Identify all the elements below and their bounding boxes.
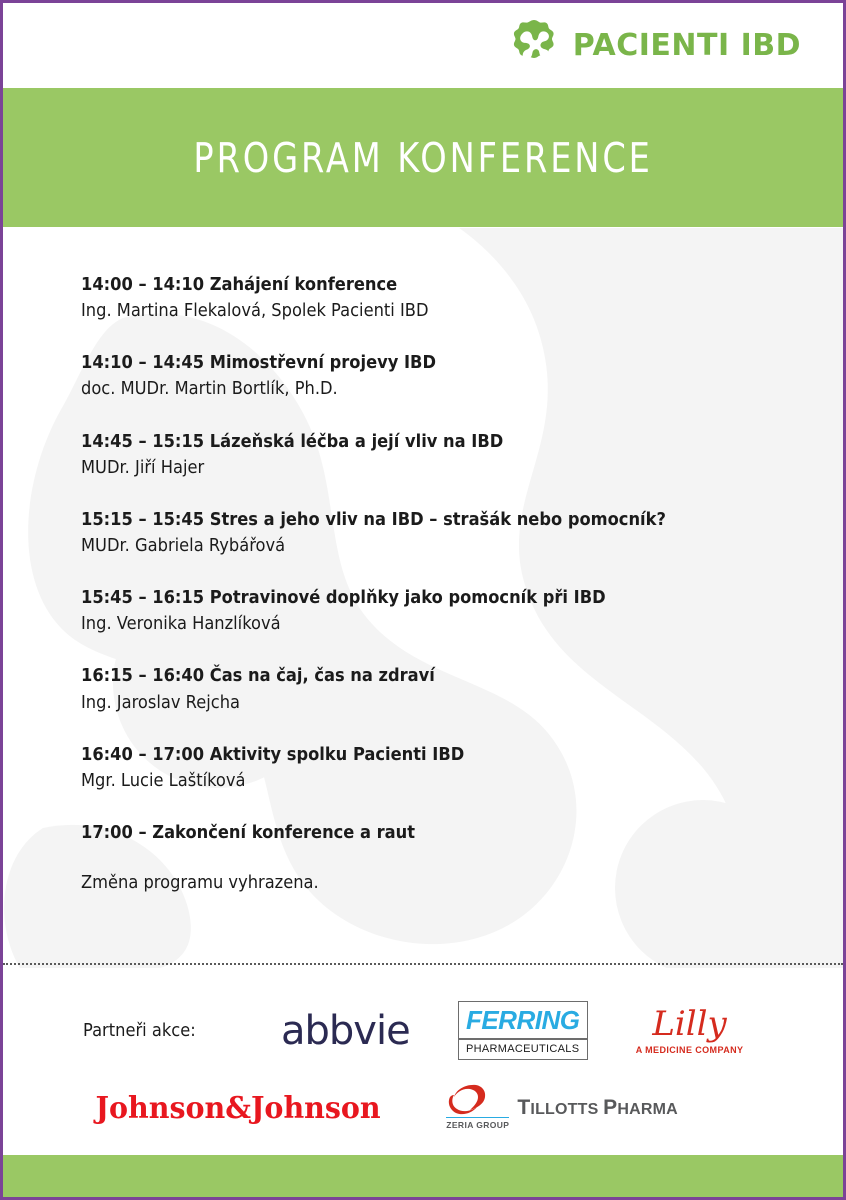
program-item-speaker: doc. MUDr. Martin Bortlík, Ph.D.: [81, 379, 338, 400]
program-item-title: 15:15 – 15:45 Stres a jeho vliv na IBD –…: [81, 509, 666, 530]
partner-logo-ferring[interactable]: FERRING PHARMACEUTICALS: [457, 1001, 588, 1060]
ferring-subtitle: PHARMACEUTICALS: [466, 1042, 580, 1055]
program-item-speaker: Ing. Martina Flekalová, Spolek Pacienti …: [81, 301, 429, 322]
ibd-bowel-logo-icon: [509, 19, 559, 72]
zeria-swirl-icon: [449, 1084, 486, 1115]
program-item-title: 15:45 – 16:15 Potravinové doplňky jako p…: [81, 588, 606, 609]
zeria-group-label: ZERIA GROUP: [446, 1117, 510, 1130]
tillotts-wordmark: TILLOTTS PHARMA: [517, 1096, 678, 1120]
partners-label: Partneři akce:: [83, 1020, 196, 1041]
program-item-speaker: Mgr. Lucie Laštíková: [81, 770, 246, 791]
program-item-speaker: MUDr. Gabriela Rybářová: [81, 535, 286, 556]
program-item-title: 14:10 – 14:45 Mimostřevní projevy IBD: [81, 353, 436, 374]
program-item: 14:00 – 14:10 Zahájení konference Ing. M…: [81, 273, 843, 323]
partner-logo-abbvie[interactable]: abbvie: [281, 1007, 411, 1054]
zeria-group-mark: ZERIA GROUP: [446, 1083, 510, 1133]
program-item-title: 14:45 – 15:15 Lázeňská léčba a její vliv…: [81, 431, 504, 452]
footer-band: [3, 1155, 843, 1197]
page-title: PROGRAM KONFERENCE: [193, 133, 653, 182]
program-change-note: Změna programu vyhrazena.: [81, 873, 319, 894]
program-item-speaker: Ing. Jaroslav Rejcha: [81, 692, 240, 713]
partners-row-secondary: Johnson&Johnson ZERIA GROUP TILLOTTS PHA…: [3, 1073, 843, 1143]
partners-row-primary: Partneři akce: abbvie FERRING PHARMACEUT…: [3, 988, 843, 1073]
lilly-wordmark: Lilly: [652, 1003, 727, 1044]
program-item: 15:45 – 16:15 Potravinové doplňky jako p…: [81, 586, 843, 636]
tillotts-p: P: [603, 1096, 618, 1119]
tillotts-harma: HARMA: [617, 1101, 678, 1118]
brand-header: PACIENTI IBD: [3, 3, 843, 88]
program-item-title: 16:40 – 17:00 Aktivity spolku Pacienti I…: [81, 744, 465, 765]
program-list: 14:00 – 14:10 Zahájení konference Ing. M…: [3, 227, 843, 893]
program-item-title: 16:15 – 16:40 Čas na čaj, čas na zdraví: [81, 666, 435, 687]
program-item-speaker: MUDr. Jiří Hajer: [81, 457, 205, 478]
ferring-rule: [458, 1038, 587, 1040]
program-item: 17:00 – Zakončení konference a raut: [81, 821, 843, 845]
program-item: 15:15 – 15:45 Stres a jeho vliv na IBD –…: [81, 508, 843, 558]
brand-logo[interactable]: PACIENTI IBD: [509, 19, 801, 72]
program-item: 16:40 – 17:00 Aktivity spolku Pacienti I…: [81, 743, 843, 793]
brand-name: PACIENTI IBD: [572, 28, 801, 63]
lilly-subtitle: A MEDICINE COMPANY: [635, 1044, 744, 1055]
program-item: 14:45 – 15:15 Lázeňská léčba a její vliv…: [81, 430, 843, 480]
ferring-wordmark: FERRING: [465, 1005, 580, 1036]
tillotts-illotts: ILLOTTS: [530, 1101, 604, 1118]
title-band: PROGRAM KONFERENCE: [3, 88, 843, 227]
program-item: 14:10 – 14:45 Mimostřevní projevy IBD do…: [81, 351, 843, 401]
partner-logo-tillotts-pharma[interactable]: ZERIA GROUP TILLOTTS PHARMA: [446, 1083, 678, 1133]
program-item: 16:15 – 16:40 Čas na čaj, čas na zdraví …: [81, 664, 843, 714]
partner-logo-lilly[interactable]: Lilly A MEDICINE COMPANY: [636, 1007, 744, 1055]
partners-section: Partneři akce: abbvie FERRING PHARMACEUT…: [3, 988, 843, 1143]
footer-divider: [3, 963, 843, 965]
program-item-title: 17:00 – Zakončení konference a raut: [81, 822, 416, 843]
tillotts-t: T: [517, 1096, 531, 1119]
partner-logo-johnson-and-johnson[interactable]: Johnson&Johnson: [95, 1090, 381, 1126]
program-item-speaker: Ing. Veronika Hanzlíková: [81, 614, 281, 635]
program-item-title: 14:00 – 14:10 Zahájení konference: [81, 275, 398, 295]
